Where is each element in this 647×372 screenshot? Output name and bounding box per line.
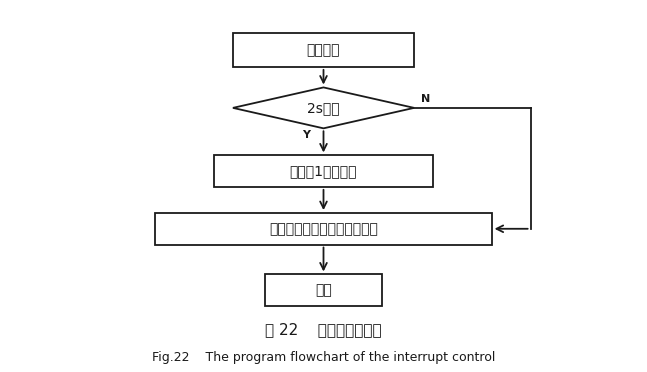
Bar [214,155,433,187]
Text: Y: Y [303,130,311,140]
Bar [265,275,382,306]
Text: 装下一个温湿度显示单元地址: 装下一个温湿度显示单元地址 [269,222,378,236]
Bar [155,213,492,245]
Text: 图 22    中断控制流程图: 图 22 中断控制流程图 [265,322,382,337]
Bar [233,33,414,67]
Polygon shape [233,87,414,128]
Text: 2s到？: 2s到？ [307,101,340,115]
Text: 中断入口: 中断入口 [307,43,340,57]
Text: 定时器1重新赋值: 定时器1重新赋值 [290,164,357,178]
Text: N: N [421,94,430,104]
Text: 返回: 返回 [315,283,332,297]
Text: Fig.22    The program flowchart of the interrupt control: Fig.22 The program flowchart of the inte… [152,351,495,363]
